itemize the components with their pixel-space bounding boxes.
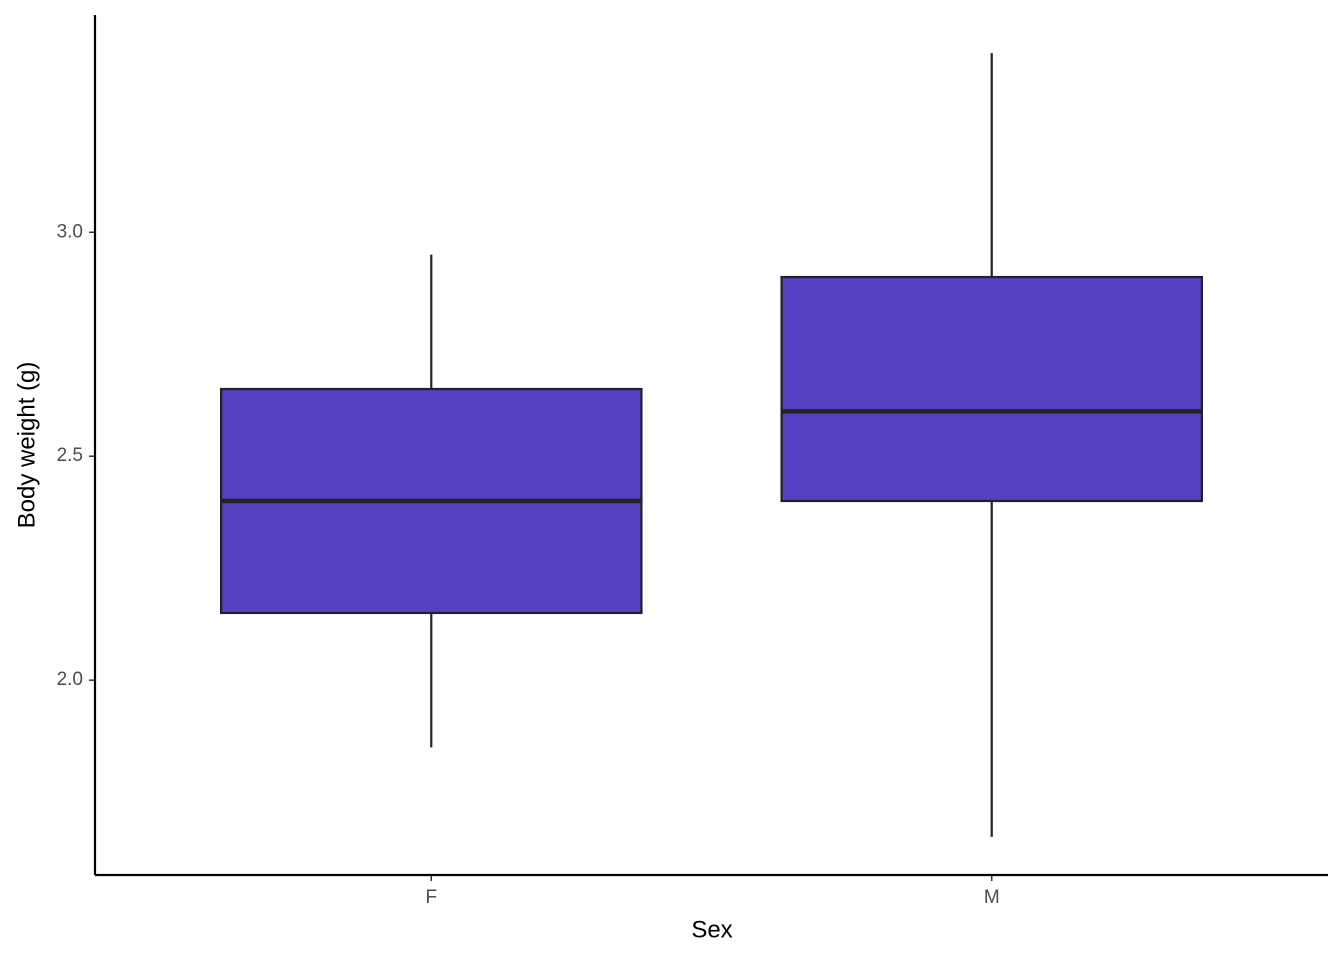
x-axis-title: Sex	[691, 916, 732, 943]
x-tick-label: F	[425, 887, 437, 908]
y-tick-label: 3.0	[57, 221, 83, 242]
box	[780, 275, 1203, 503]
y-axis-title: Body weight (g)	[13, 362, 40, 529]
y-tick-label: 2.0	[57, 669, 83, 690]
y-tick-label: 2.5	[57, 445, 83, 466]
x-tick-label: M	[984, 887, 1000, 908]
